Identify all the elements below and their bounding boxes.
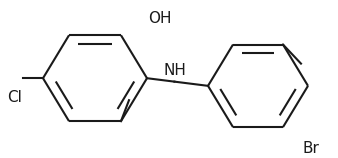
Text: OH: OH: [148, 11, 171, 26]
Text: NH: NH: [163, 63, 186, 78]
Text: Br: Br: [302, 141, 319, 156]
Text: Cl: Cl: [7, 90, 22, 105]
